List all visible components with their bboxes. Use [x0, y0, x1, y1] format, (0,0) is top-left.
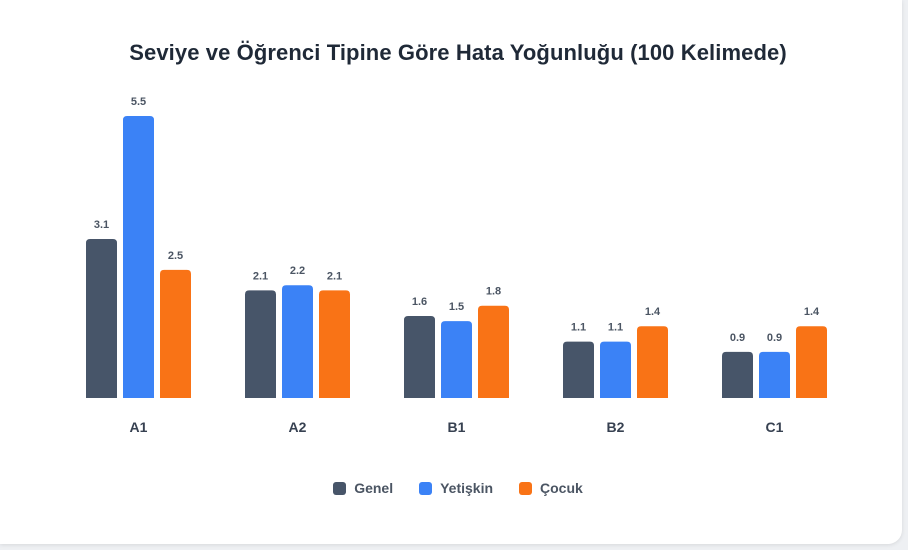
chart-title: Seviye ve Öğrenci Tipine Göre Hata Yoğun… [129, 40, 787, 65]
data-label-c1-çocuk: 1.4 [804, 306, 820, 318]
x-tick-label-b1: B1 [448, 419, 466, 435]
data-label-a1-yetişkin: 5.5 [131, 96, 146, 108]
x-tick-label-a1: A1 [130, 419, 148, 435]
data-label-a1-çocuk: 2.5 [168, 250, 183, 262]
bar-a1-yetişkin [123, 116, 154, 398]
legend-swatch [333, 481, 347, 495]
data-label-c1-genel: 0.9 [730, 332, 745, 344]
chart-legend: Genel Yetişkin Çocuk [0, 480, 908, 496]
bar-b2-yetişkin [600, 341, 631, 398]
legend-swatch [519, 481, 533, 495]
data-label-b2-çocuk: 1.4 [645, 306, 661, 318]
legend-item-genel: Genel [333, 480, 393, 496]
legend-item-çocuk: Çocuk [519, 480, 583, 496]
x-tick-label-b2: B2 [607, 419, 625, 435]
bar-chart: 3.1 5.5 2.5 A1 2.1 2.2 2.1 A2 1.6 1.5 1.8 B1 1.1 1.1 1… [86, 96, 827, 435]
bar-b2-çocuk [637, 326, 668, 398]
data-label-b1-genel: 1.6 [412, 296, 427, 308]
data-label-a1-genel: 3.1 [94, 219, 109, 231]
bar-c1-yetişkin [759, 351, 790, 398]
bar-c1-genel [722, 351, 753, 398]
legend-label: Yetişkin [440, 480, 494, 496]
data-label-b2-genel: 1.1 [571, 322, 586, 334]
data-label-a2-genel: 2.1 [253, 270, 268, 282]
data-label-b1-çocuk: 1.8 [486, 286, 501, 298]
legend-label: Genel [354, 480, 394, 496]
bar-b2-genel [563, 341, 594, 398]
bar-b1-çocuk [478, 305, 509, 398]
bar-a1-çocuk [160, 269, 191, 398]
bar-a1-genel [86, 239, 117, 398]
bar-b1-yetişkin [441, 321, 472, 398]
legend-label: Çocuk [540, 480, 583, 496]
data-label-b2-yetişkin: 1.1 [608, 322, 623, 334]
bar-a2-yetişkin [282, 285, 313, 398]
data-label-a2-çocuk: 2.1 [327, 270, 342, 282]
bar-b1-genel [404, 315, 435, 398]
bar-a2-genel [245, 290, 276, 398]
data-label-b1-yetişkin: 1.5 [449, 301, 464, 313]
x-tick-label-c1: C1 [766, 419, 784, 435]
data-label-c1-yetişkin: 0.9 [767, 332, 782, 344]
legend-swatch [419, 481, 433, 495]
data-label-a2-yetişkin: 2.2 [290, 265, 305, 277]
x-tick-label-a2: A2 [289, 419, 307, 435]
bar-c1-çocuk [796, 326, 827, 398]
bar-a2-çocuk [319, 290, 350, 398]
legend-item-yetişkin: Yetişkin [419, 480, 493, 496]
